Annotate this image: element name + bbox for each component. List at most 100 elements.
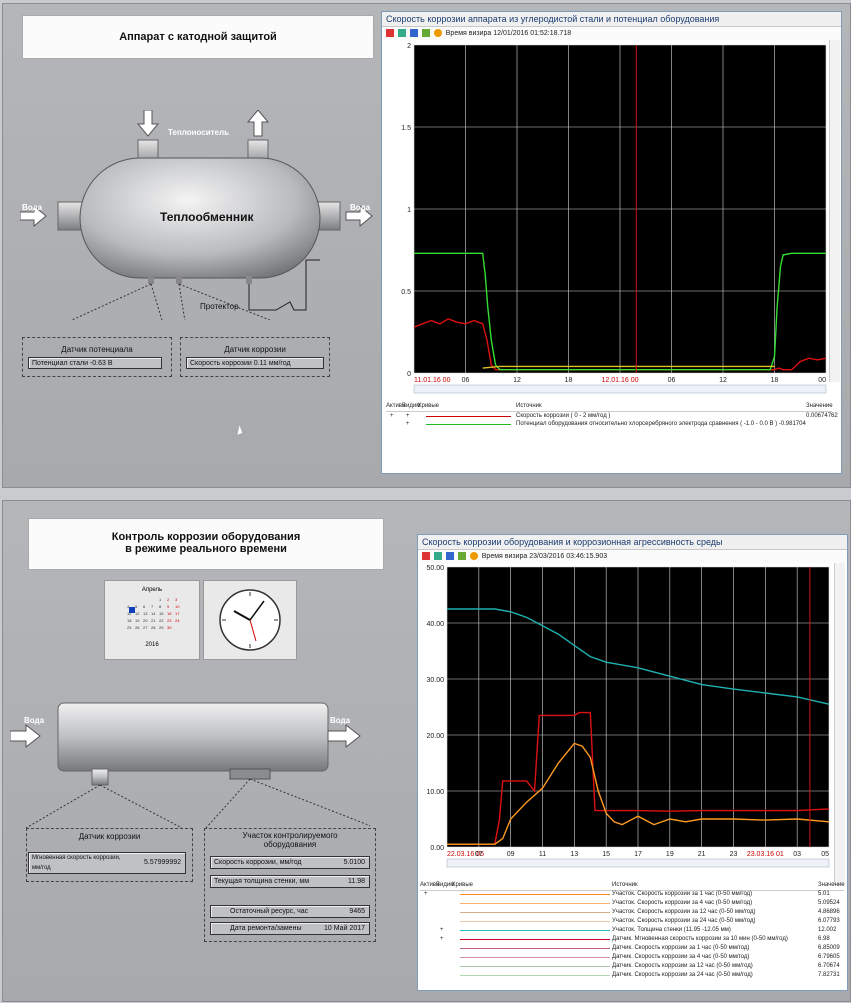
- calendar-day[interactable]: 28: [151, 625, 156, 630]
- legend-source: Участок. Скорость коррозии за 1 час (0-5…: [612, 891, 753, 897]
- calendar-day[interactable]: 11: [127, 611, 132, 616]
- corrosion-sensor-box: Датчик коррозии: [180, 337, 330, 377]
- calendar-day[interactable]: 22: [159, 618, 164, 623]
- calendar-day[interactable]: 7: [151, 604, 154, 609]
- calendar-day[interactable]: 24: [175, 618, 180, 623]
- zoom-icon[interactable]: [433, 552, 442, 561]
- legend-swatch: [460, 912, 610, 913]
- calendar-day[interactable]: 29: [159, 625, 164, 630]
- x-tick-label: 00: [818, 377, 826, 384]
- bottom-trend-legend: Активн Видим Кривые Источник Значение + У…: [420, 882, 845, 978]
- legend-source: Датчик. Скорость коррозии за 24 час (0-5…: [612, 972, 753, 978]
- calendar-day[interactable]: 6: [143, 604, 146, 609]
- water-in-arrow-icon: [20, 204, 47, 228]
- legend-value: 6.07793: [818, 918, 840, 924]
- legend-source: Датчик. Скорость коррозии за 12 час (0-5…: [612, 963, 753, 969]
- legend-swatch: [460, 939, 610, 940]
- calendar-day[interactable]: 25: [127, 625, 132, 630]
- zoom-icon[interactable]: [397, 29, 406, 38]
- bottom-trend-toolbar: Время визира 23/03/2016 03:46:15.903: [418, 550, 847, 563]
- section-title: Участок контролируемого оборудования: [242, 831, 338, 849]
- legend-source: Датчик. Мгновенная скорость коррозии за …: [612, 936, 788, 942]
- series-line-2: [482, 365, 775, 369]
- save-icon[interactable]: [409, 29, 418, 38]
- calendar-day[interactable]: 26: [135, 625, 140, 630]
- calendar-day[interactable]: 5: [135, 604, 138, 609]
- y-tick-label: 1.5: [401, 125, 411, 132]
- x-tick-label: 03: [793, 851, 801, 858]
- legend-value: 5.09524: [818, 900, 840, 906]
- top-trend-title: Скорость коррозии аппарата из углеродист…: [382, 12, 841, 27]
- time-scroll-bar[interactable]: [413, 384, 827, 394]
- calendar-day[interactable]: 3: [175, 597, 178, 602]
- calendar-day[interactable]: 1: [159, 597, 162, 602]
- legend-source: Участок. Толщина стенки (11.95 -12.05 мм…: [612, 927, 731, 933]
- x-tick-label: 11.01.16 00: [414, 377, 451, 384]
- bottom-trend-scrollbar[interactable]: [834, 563, 845, 885]
- y-tick-label: 50.00: [426, 565, 444, 572]
- calendar-day[interactable]: 8: [159, 604, 162, 609]
- y-tick-label: 30.00: [426, 677, 444, 684]
- calendar-day[interactable]: 9: [167, 604, 170, 609]
- x-tick-label: 12: [719, 377, 727, 384]
- cut-icon[interactable]: [386, 29, 394, 38]
- table-icon[interactable]: [457, 552, 466, 561]
- bottom-sensor-title: Датчик коррозии: [78, 832, 141, 841]
- calendar-day[interactable]: 10: [175, 604, 180, 609]
- legend-swatch: [460, 894, 610, 895]
- calendar-day[interactable]: 21: [151, 618, 156, 623]
- bottom-cursor-time: Время визира 23/03/2016 03:46:15.903: [481, 553, 608, 560]
- legend-value: 6.70674: [818, 963, 840, 969]
- calendar-day[interactable]: 4: [127, 604, 130, 609]
- protector-label: Протектор: [200, 302, 239, 311]
- legend-swatch: [460, 975, 610, 976]
- calendar-day[interactable]: 14: [151, 611, 156, 616]
- y-tick-label: 0.5: [401, 289, 411, 296]
- potential-sensor-box: Датчик потенциала: [22, 337, 172, 377]
- table-icon[interactable]: [421, 29, 430, 38]
- bottom-title: Контроль коррозии оборудования в режиме …: [28, 518, 384, 570]
- calendar-day[interactable]: 19: [135, 618, 140, 623]
- time-scroll-bar[interactable]: [446, 858, 830, 868]
- legend-swatch: [460, 921, 610, 922]
- calendar-day[interactable]: 13: [143, 611, 148, 616]
- legend-source: Участок. Скорость коррозии за 4 час (0-5…: [612, 900, 753, 906]
- y-tick-label: 0: [407, 371, 411, 378]
- top-legend-header: Активн Видим Кривые Источник Значение: [386, 403, 833, 412]
- calendar-widget[interactable]: Апрель 1 2 3 4 5 6 7 8 9 10 11 12 13 14 15 16 17 18 19 20 21…: [104, 580, 200, 660]
- clock-icon[interactable]: [433, 29, 442, 38]
- bottom-trend-chart[interactable]: 0.00 10.00 20.00 30.00 40.00 50.00 22.03.16 05…: [417, 562, 837, 892]
- bottom-legend-header: Активн Видим Кривые Источник Значение: [420, 882, 845, 891]
- coolant-label: Теплоноситель: [168, 128, 229, 137]
- heat-exchanger-diagram: [20, 110, 373, 320]
- calendar-day[interactable]: 30: [167, 625, 172, 630]
- calendar-day[interactable]: 18: [127, 618, 132, 623]
- x-tick-label: 22.03.16 05: [447, 851, 484, 858]
- calendar-day[interactable]: 23: [167, 618, 172, 623]
- section-row-resource: Остаточный ресурс, час 9465: [210, 905, 370, 918]
- clock-icon[interactable]: [469, 552, 478, 561]
- arrow-down-icon: [136, 110, 160, 137]
- water-in-arrow-icon: [10, 723, 41, 749]
- legend-value: 6.79605: [818, 954, 840, 960]
- bottom-sensor-box: Датчик коррозии: [26, 828, 193, 882]
- save-icon[interactable]: [445, 552, 454, 561]
- x-tick-label: 23: [730, 851, 738, 858]
- top-trend-chart[interactable]: 0 0.5 1 1.5 2 11.01.16 00 06 12 18 12.01.16 00 06 1…: [381, 40, 831, 400]
- cut-icon[interactable]: [422, 552, 430, 561]
- calendar-day[interactable]: 27: [143, 625, 148, 630]
- y-tick-label: 40.00: [426, 621, 444, 628]
- calendar-day[interactable]: 16: [167, 611, 172, 616]
- y-tick-label: 0.00: [430, 845, 444, 852]
- calendar-day[interactable]: 2: [167, 597, 170, 602]
- series-line-1: [414, 252, 826, 371]
- top-trend-scrollbar[interactable]: [829, 40, 840, 382]
- calendar-day[interactable]: 12: [135, 611, 140, 616]
- calendar-day[interactable]: 20: [143, 618, 148, 623]
- top-trend-legend: Активн Видим Кривые Источник Значение + +…: [386, 403, 838, 427]
- potential-sensor-title: Датчик потенциала: [61, 345, 133, 354]
- legend-source: Участок. Скорость коррозии за 24 час (0-…: [612, 918, 756, 924]
- calendar-day[interactable]: 15: [159, 611, 164, 616]
- calendar-day[interactable]: 17: [175, 611, 180, 616]
- section-row-corrosion: Скорость коррозии, мм/год 5.0100: [210, 856, 370, 869]
